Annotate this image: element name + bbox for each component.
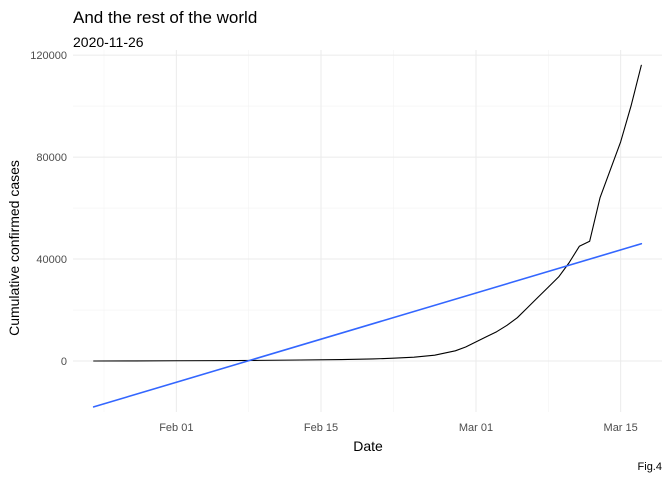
y-tick-label: 120000 [30, 50, 67, 62]
x-tick-label: Feb 15 [304, 422, 338, 434]
y-tick-label: 40000 [36, 254, 67, 266]
x-tick-label: Mar 15 [604, 422, 638, 434]
series-layer [92, 64, 643, 408]
chart-title: And the rest of the world [73, 8, 257, 27]
x-axis-title: Date [353, 438, 383, 454]
chart-caption: Fig.4 [638, 461, 662, 473]
y-tick-label: 80000 [36, 152, 67, 164]
y-axis-title: Cumulative confirmed cases [6, 160, 22, 336]
chart-subtitle: 2020-11-26 [73, 34, 144, 50]
x-tick-label: Feb 01 [159, 422, 193, 434]
grid-major [73, 50, 662, 412]
series-line-trend [92, 242, 643, 408]
x-tick-label: Mar 01 [459, 422, 493, 434]
grid-minor [73, 50, 662, 412]
series-line-cumulative-cases [93, 64, 642, 362]
y-tick-label: 0 [61, 356, 67, 368]
y-tick-labels: 0 40000 80000 120000 [30, 50, 67, 368]
x-tick-labels: Feb 01 Feb 15 Mar 01 Mar 15 [159, 422, 638, 434]
